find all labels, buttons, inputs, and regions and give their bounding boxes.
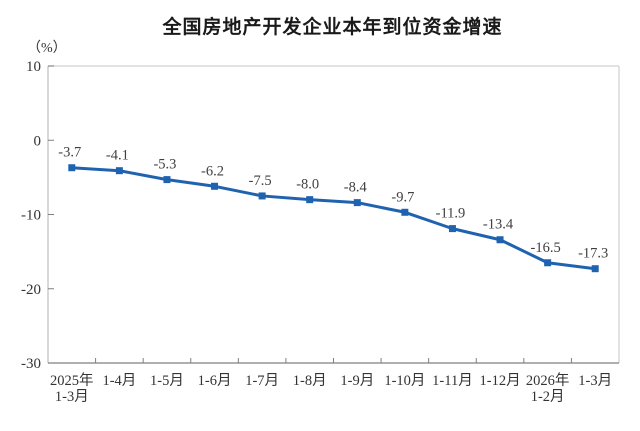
x-axis-label: 1-7月 <box>245 373 279 389</box>
y-axis-unit-label: （%） <box>27 41 67 56</box>
data-point-marker <box>211 182 219 190</box>
x-axis-label: 1-5月 <box>150 373 184 389</box>
x-axis-label: 1-10月 <box>384 373 425 389</box>
x-axis-label: 2025年 <box>50 372 94 389</box>
y-axis-label: -30 <box>21 356 41 372</box>
data-point-marker <box>163 176 171 184</box>
x-axis-label: 1-3月 <box>578 373 612 389</box>
x-axis-label: 1-2月 <box>531 389 565 405</box>
data-point-label: -16.5 <box>531 240 561 256</box>
data-point-marker <box>401 208 409 216</box>
y-axis-label: 10 <box>26 59 41 75</box>
x-axis-label: 1-8月 <box>293 373 327 389</box>
data-point-label: -9.7 <box>391 189 414 205</box>
x-axis-label: 1-3月 <box>55 389 89 405</box>
x-axis-label: 1-4月 <box>102 373 136 389</box>
data-point-marker <box>496 236 504 244</box>
x-axis-label: 1-9月 <box>340 373 374 389</box>
y-axis-label: -10 <box>21 208 41 224</box>
data-point-label: -11.9 <box>436 206 466 222</box>
data-point-marker <box>115 167 123 175</box>
data-point-marker <box>353 199 361 207</box>
x-axis-label: 1-11月 <box>432 373 473 389</box>
data-point-marker <box>591 265 599 273</box>
data-point-marker <box>448 225 456 233</box>
data-point-marker <box>306 196 314 204</box>
trend-line <box>70 166 597 271</box>
data-point-label: -5.3 <box>153 157 176 173</box>
data-point-label: -4.1 <box>106 148 129 164</box>
data-point-label: -13.4 <box>483 217 514 233</box>
data-point-marker <box>68 164 76 172</box>
data-point-label: -3.7 <box>58 145 81 161</box>
y-axis-label: 0 <box>34 133 42 149</box>
y-axis-label: -20 <box>21 282 41 298</box>
data-point-label: -7.5 <box>249 173 272 189</box>
data-point-marker <box>544 259 552 267</box>
data-point-label: -8.0 <box>296 177 319 193</box>
data-point-label: -17.3 <box>578 246 608 262</box>
data-point-marker <box>258 192 266 200</box>
data-point-label: -8.4 <box>344 180 368 196</box>
data-point-label: -6.2 <box>201 163 224 179</box>
x-axis-label: 2026年 <box>526 372 570 389</box>
x-axis-label: 1-12月 <box>479 373 520 389</box>
chart-title: 全国房地产开发企业本年到位资金增速 <box>162 17 503 38</box>
x-axis-label: 1-6月 <box>198 373 232 389</box>
